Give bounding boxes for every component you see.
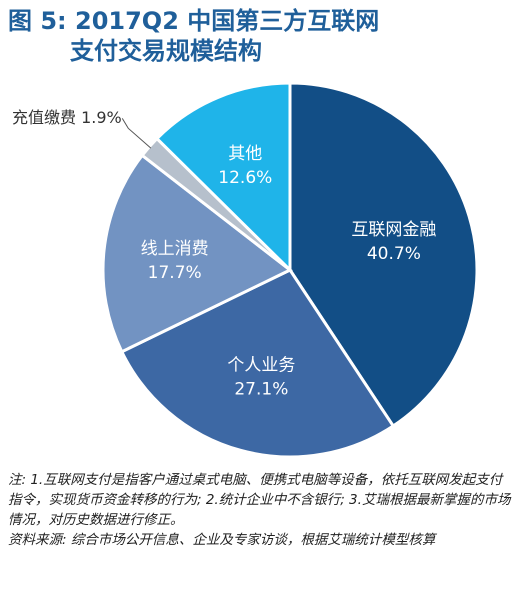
pie-slice-1	[119, 268, 396, 459]
slice-label-2: 线上消费	[141, 239, 209, 259]
chart-title: 图 5: 2017Q2 中国第三方互联网 支付交易规模结构	[8, 6, 513, 66]
pie-labels: 互联网金融 40.7% 个人业务 27.1% 线上消费 17.7% 充值缴费 1.9% 其他 1…	[12, 108, 436, 400]
footnotes: 注: 1.互联网支付是指客户通过桌式电脑、便携式电脑等设备，依托互联网发起支付指…	[8, 470, 513, 550]
slice-value-0: 40.7%	[367, 244, 421, 264]
callout-line-3	[121, 118, 152, 149]
slice-label-1: 个人业务	[227, 356, 295, 376]
pie-slice-4	[154, 81, 292, 274]
slice-value-4: 12.6%	[218, 168, 272, 188]
slice-label-4: 其他	[228, 144, 262, 164]
slice-label-0: 互联网金融	[351, 220, 436, 240]
pie-chart: 互联网金融 40.7% 个人业务 27.1% 线上消费 17.7% 充值缴费 1.9% 其他 1…	[12, 81, 479, 459]
slice-value-2: 17.7%	[148, 263, 202, 283]
pie-slice-2	[101, 153, 293, 354]
source-text: 资料来源: 综合市场公开信息、企业及专家访谈，根据艾瑞统计模型核算	[8, 532, 436, 548]
pie-slices	[101, 81, 479, 459]
slice-label-3: 充值缴费 1.9%	[12, 108, 122, 127]
chart-title-line2: 支付交易规模结构	[70, 37, 262, 65]
slice-value-1: 27.1%	[234, 380, 288, 400]
chart-title-line1: 图 5: 2017Q2 中国第三方互联网	[8, 7, 380, 35]
footnote-text: 注: 1.互联网支付是指客户通过桌式电脑、便携式电脑等设备，依托互联网发起支付指…	[8, 472, 511, 528]
